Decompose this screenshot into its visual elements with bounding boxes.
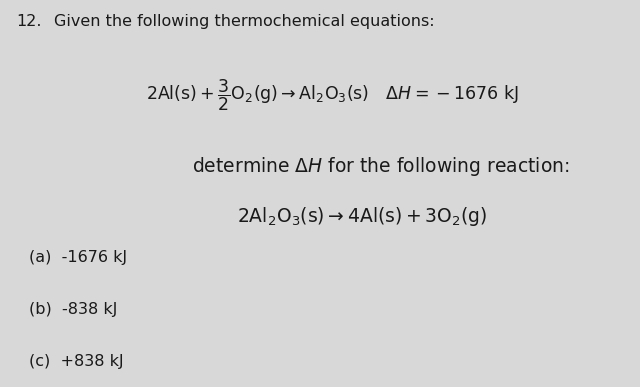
- Text: (b)  -838 kJ: (b) -838 kJ: [29, 302, 117, 317]
- Text: $\mathrm{2Al(s) + \dfrac{3}{2}O_2(g) \rightarrow Al_2O_3(s)}\quad \Delta H = -16: $\mathrm{2Al(s) + \dfrac{3}{2}O_2(g) \ri…: [147, 77, 519, 113]
- Text: Given the following thermochemical equations:: Given the following thermochemical equat…: [54, 14, 435, 29]
- Text: determine $\Delta H$ for the following reaction:: determine $\Delta H$ for the following r…: [192, 155, 570, 178]
- Text: $\mathrm{2Al_2O_3(s) \rightarrow 4Al(s) + 3O_2(g)}$: $\mathrm{2Al_2O_3(s) \rightarrow 4Al(s) …: [237, 205, 487, 228]
- Text: (c)  +838 kJ: (c) +838 kJ: [29, 354, 124, 369]
- Text: 12.: 12.: [16, 14, 42, 29]
- Text: (a)  -1676 kJ: (a) -1676 kJ: [29, 250, 127, 265]
